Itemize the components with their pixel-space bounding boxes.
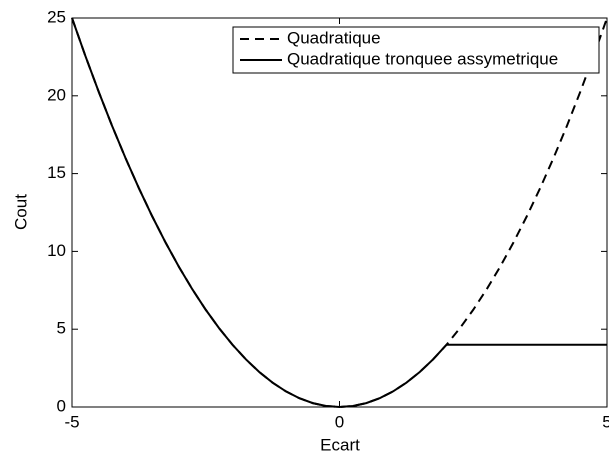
series-line — [71, 17, 607, 409]
y-axis-label: Cout — [11, 194, 30, 230]
x-axis-label: Ecart — [320, 435, 360, 454]
y-tick-label: 25 — [47, 7, 66, 26]
legend-label: Quadratique — [287, 28, 381, 47]
x-tick-label: 0 — [335, 412, 344, 431]
y-tick-label: 10 — [47, 241, 66, 260]
legend-label: Quadratique tronquee assymetrique — [287, 49, 558, 68]
legend-box — [232, 26, 600, 74]
x-tick-label: 5 — [602, 412, 609, 431]
series-line — [71, 17, 608, 409]
y-tick-label: 0 — [57, 396, 66, 415]
plot-area — [71, 17, 608, 408]
x-tick-label: -5 — [64, 412, 79, 431]
y-tick-label: 20 — [47, 85, 66, 104]
y-tick-label: 5 — [57, 319, 66, 338]
y-tick-label: 15 — [47, 163, 66, 182]
